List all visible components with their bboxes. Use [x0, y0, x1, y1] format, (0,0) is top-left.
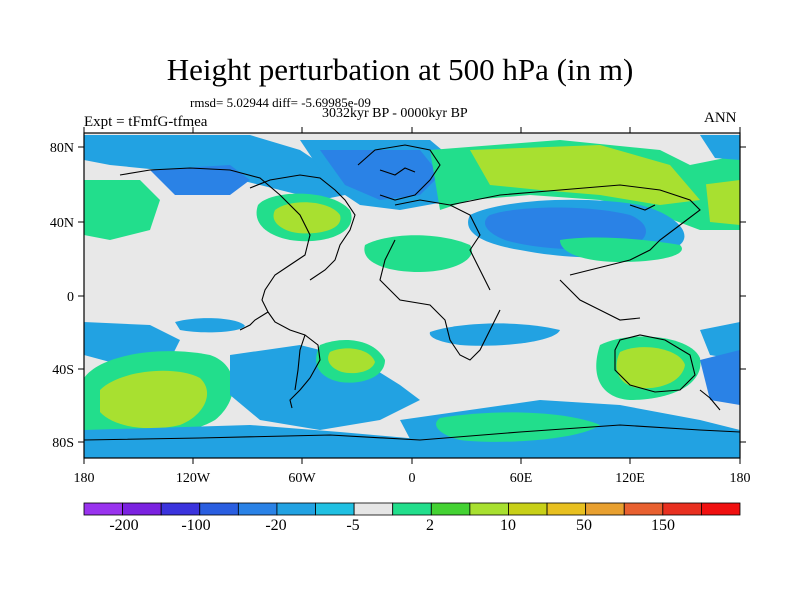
- colorbar-label: 50: [576, 517, 592, 534]
- lon-label: 180: [730, 471, 751, 486]
- colorbar-swatch: [353, 502, 394, 516]
- season-label: ANN: [704, 110, 737, 126]
- colorbar-swatch: [701, 502, 741, 516]
- colorbar-label: 2: [426, 517, 434, 534]
- colorbar-swatch: [508, 502, 548, 516]
- colorbar-swatch: [122, 502, 162, 516]
- stats-text: rmsd= 5.02944 diff= -5.69985e-09: [190, 95, 371, 110]
- colorbar-label: -5: [346, 517, 360, 534]
- lat-label: 40S: [52, 363, 74, 378]
- colorbar-label: -200: [109, 517, 139, 534]
- colorbar-label: 150: [651, 517, 675, 534]
- lon-label: 120E: [615, 471, 645, 486]
- lat-label: 80N: [50, 141, 74, 156]
- colorbar-swatch: [276, 502, 316, 516]
- colorbar-swatch: [83, 502, 123, 516]
- lat-label: 80S: [52, 436, 74, 451]
- colorbar-swatch: [199, 502, 239, 516]
- lat-label: 0: [67, 290, 74, 305]
- axis-ticks: [78, 127, 746, 464]
- colorbar-swatch: [585, 502, 625, 516]
- colorbar-swatch: [160, 502, 201, 516]
- colorbar-swatch: [430, 502, 471, 516]
- colorbar-swatch: [546, 502, 587, 516]
- contour-fields: [84, 135, 740, 458]
- colorbar-label: -100: [181, 517, 211, 534]
- lon-labels: 180 120W 60W 0 60E 120E 180: [74, 471, 751, 486]
- colorbar-swatch: [392, 502, 432, 516]
- lat-labels: 80N 40N 0 40S 80S: [50, 141, 74, 451]
- coastlines: [84, 144, 740, 441]
- colorbar-label: -20: [265, 517, 287, 534]
- lon-label: 60W: [288, 471, 316, 486]
- period-text: 3032kyr BP - 0000kyr BP: [322, 106, 468, 121]
- experiment-label: Expt = tFmfG-tfmea: [84, 114, 208, 130]
- colorbar-swatch: [469, 502, 509, 516]
- colorbar-swatch: [623, 502, 664, 516]
- map-title: Height perturbation at 500 hPa (in m): [166, 52, 634, 87]
- lon-label: 60E: [510, 471, 533, 486]
- colorbar-swatch: [315, 502, 355, 516]
- colorbar-swatch: [237, 502, 278, 516]
- colorbar: [83, 502, 741, 516]
- lon-label: 180: [74, 471, 95, 486]
- lon-label: 0: [409, 471, 416, 486]
- lon-label: 120W: [176, 471, 211, 486]
- colorbar-swatch: [662, 502, 702, 516]
- lat-label: 40N: [50, 216, 74, 231]
- colorbar-label: 10: [500, 517, 516, 534]
